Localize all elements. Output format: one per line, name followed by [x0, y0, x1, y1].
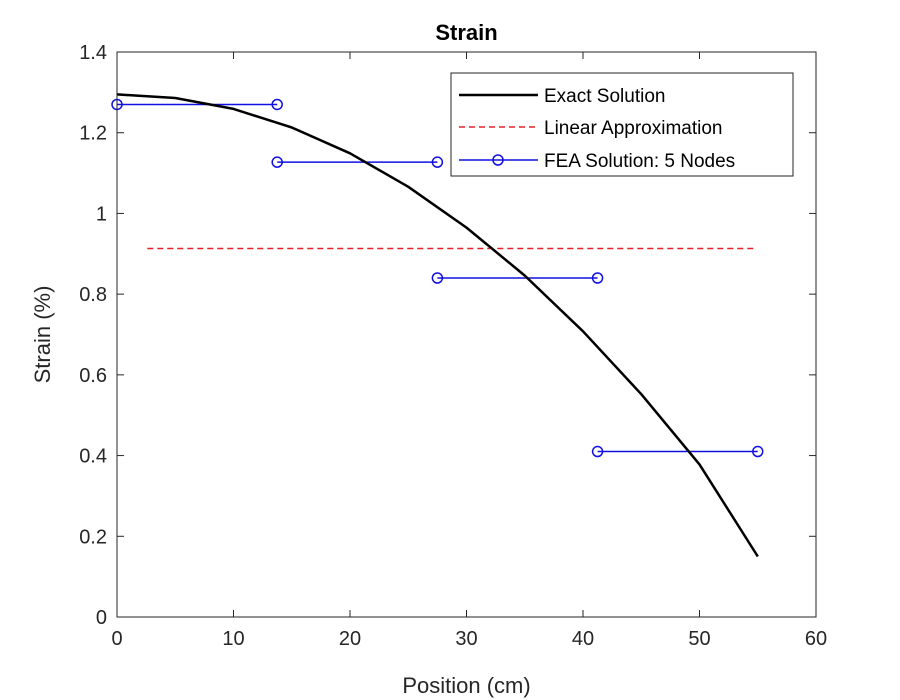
- legend-label-exact-solution: Exact Solution: [544, 86, 665, 107]
- x-tick-label: 60: [805, 628, 827, 650]
- fea-node-marker: [591, 272, 604, 284]
- y-tick-label: 0.2: [79, 526, 107, 548]
- exact-solution-curve: [116, 93, 759, 558]
- x-tick-label: 10: [222, 628, 244, 650]
- axes-layer: 0 10 20 30 40 50 60 0 0.2 0.4 0.6 0.8 1 1.2 1.4: [79, 42, 827, 650]
- fea-node-marker: [271, 98, 283, 111]
- legend-box: [450, 72, 794, 177]
- fea-node-marker: [591, 445, 604, 458]
- x-tick-label: 0: [111, 628, 122, 650]
- y-tick-label: 1.4: [79, 42, 107, 64]
- y-tick-label: 0: [96, 607, 107, 629]
- legend: Exact Solution Linear Approximation FEA …: [450, 72, 794, 177]
- fea-node-marker: [271, 156, 283, 168]
- x-axis-label: Position (cm): [402, 673, 530, 698]
- fea-node-marker: [752, 445, 764, 458]
- x-tick-label: 40: [572, 628, 594, 650]
- y-tick-label: 1: [96, 203, 107, 225]
- x-tick-label: 50: [688, 628, 710, 650]
- legend-swatch-fea-marker: [492, 154, 504, 166]
- y-axis-label: Strain (%): [30, 286, 55, 384]
- x-tick-label: 30: [455, 628, 477, 650]
- y-tick-label: 1.2: [79, 123, 107, 145]
- legend-label-linear-approximation: Linear Approximation: [544, 118, 723, 139]
- fea-node-marker: [431, 272, 444, 284]
- fea-node-marker: [431, 156, 444, 168]
- legend-label-fea-solution: FEA Solution: 5 Nodes: [544, 151, 735, 172]
- y-tick-label: 0.6: [79, 365, 107, 387]
- series-layer: [111, 93, 764, 558]
- x-tick-label: 20: [339, 628, 361, 650]
- y-tick-label: 0.4: [79, 446, 107, 468]
- chart-title: Strain: [435, 20, 497, 45]
- y-tick-label: 0.8: [79, 284, 107, 306]
